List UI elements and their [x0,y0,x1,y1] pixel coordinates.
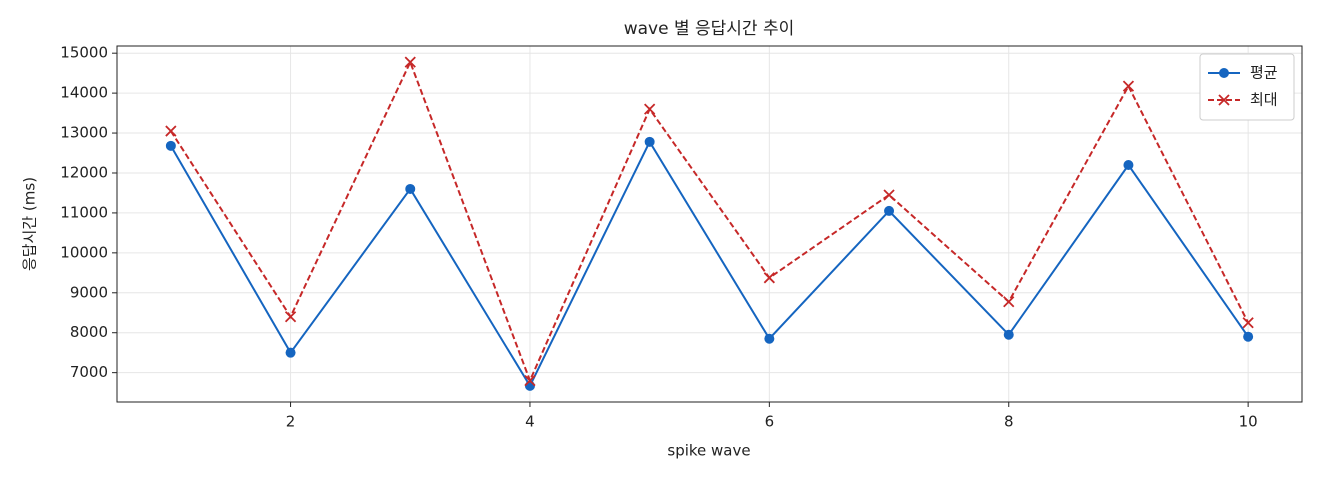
y-tick-label: 14000 [60,84,108,102]
y-tick-label: 15000 [60,44,108,62]
y-tick-label: 13000 [60,124,108,142]
marker [644,103,656,115]
marker [405,183,416,194]
x-tick-label: 4 [525,413,535,431]
x-axis-label: spike wave [667,442,750,460]
marker [404,56,416,68]
marker [285,347,296,358]
marker [884,205,895,216]
x-tick-label: 8 [1004,413,1014,431]
marker [524,374,536,387]
legend-marker [1218,94,1230,106]
chart-title: wave 별 응답시간 추이 [624,19,795,39]
x-tick-label: 6 [765,413,775,431]
y-tick-label: 9000 [70,283,108,301]
marker [1243,331,1254,342]
marker [165,140,176,151]
x-tick-label: 2 [286,413,296,431]
marker [644,136,655,147]
marker [1122,80,1135,92]
legend-box [1199,53,1295,121]
y-tick-label: 8000 [70,323,108,341]
marker [1242,317,1254,329]
y-tick-label: 12000 [60,163,108,181]
y-tick-label: 7000 [70,363,108,381]
x-tick-label: 10 [1239,413,1258,431]
plot-frame [116,45,1303,403]
y-tick-label: 11000 [60,203,108,221]
marker [1003,296,1015,308]
marker [1003,329,1014,340]
marker [763,272,775,284]
data-line [169,139,1249,388]
marker [284,311,297,323]
legend-marker [1219,68,1229,78]
marker [1123,159,1134,170]
y-tick-label: 10000 [60,243,108,261]
data-line [170,59,1250,384]
y-axis-label: 응답시간 (ms) [21,177,39,271]
marker [165,125,177,137]
marker [883,189,895,201]
legend-label: 평균 [1250,64,1278,82]
legend-label: 최대 [1250,91,1278,109]
marker [764,333,775,344]
